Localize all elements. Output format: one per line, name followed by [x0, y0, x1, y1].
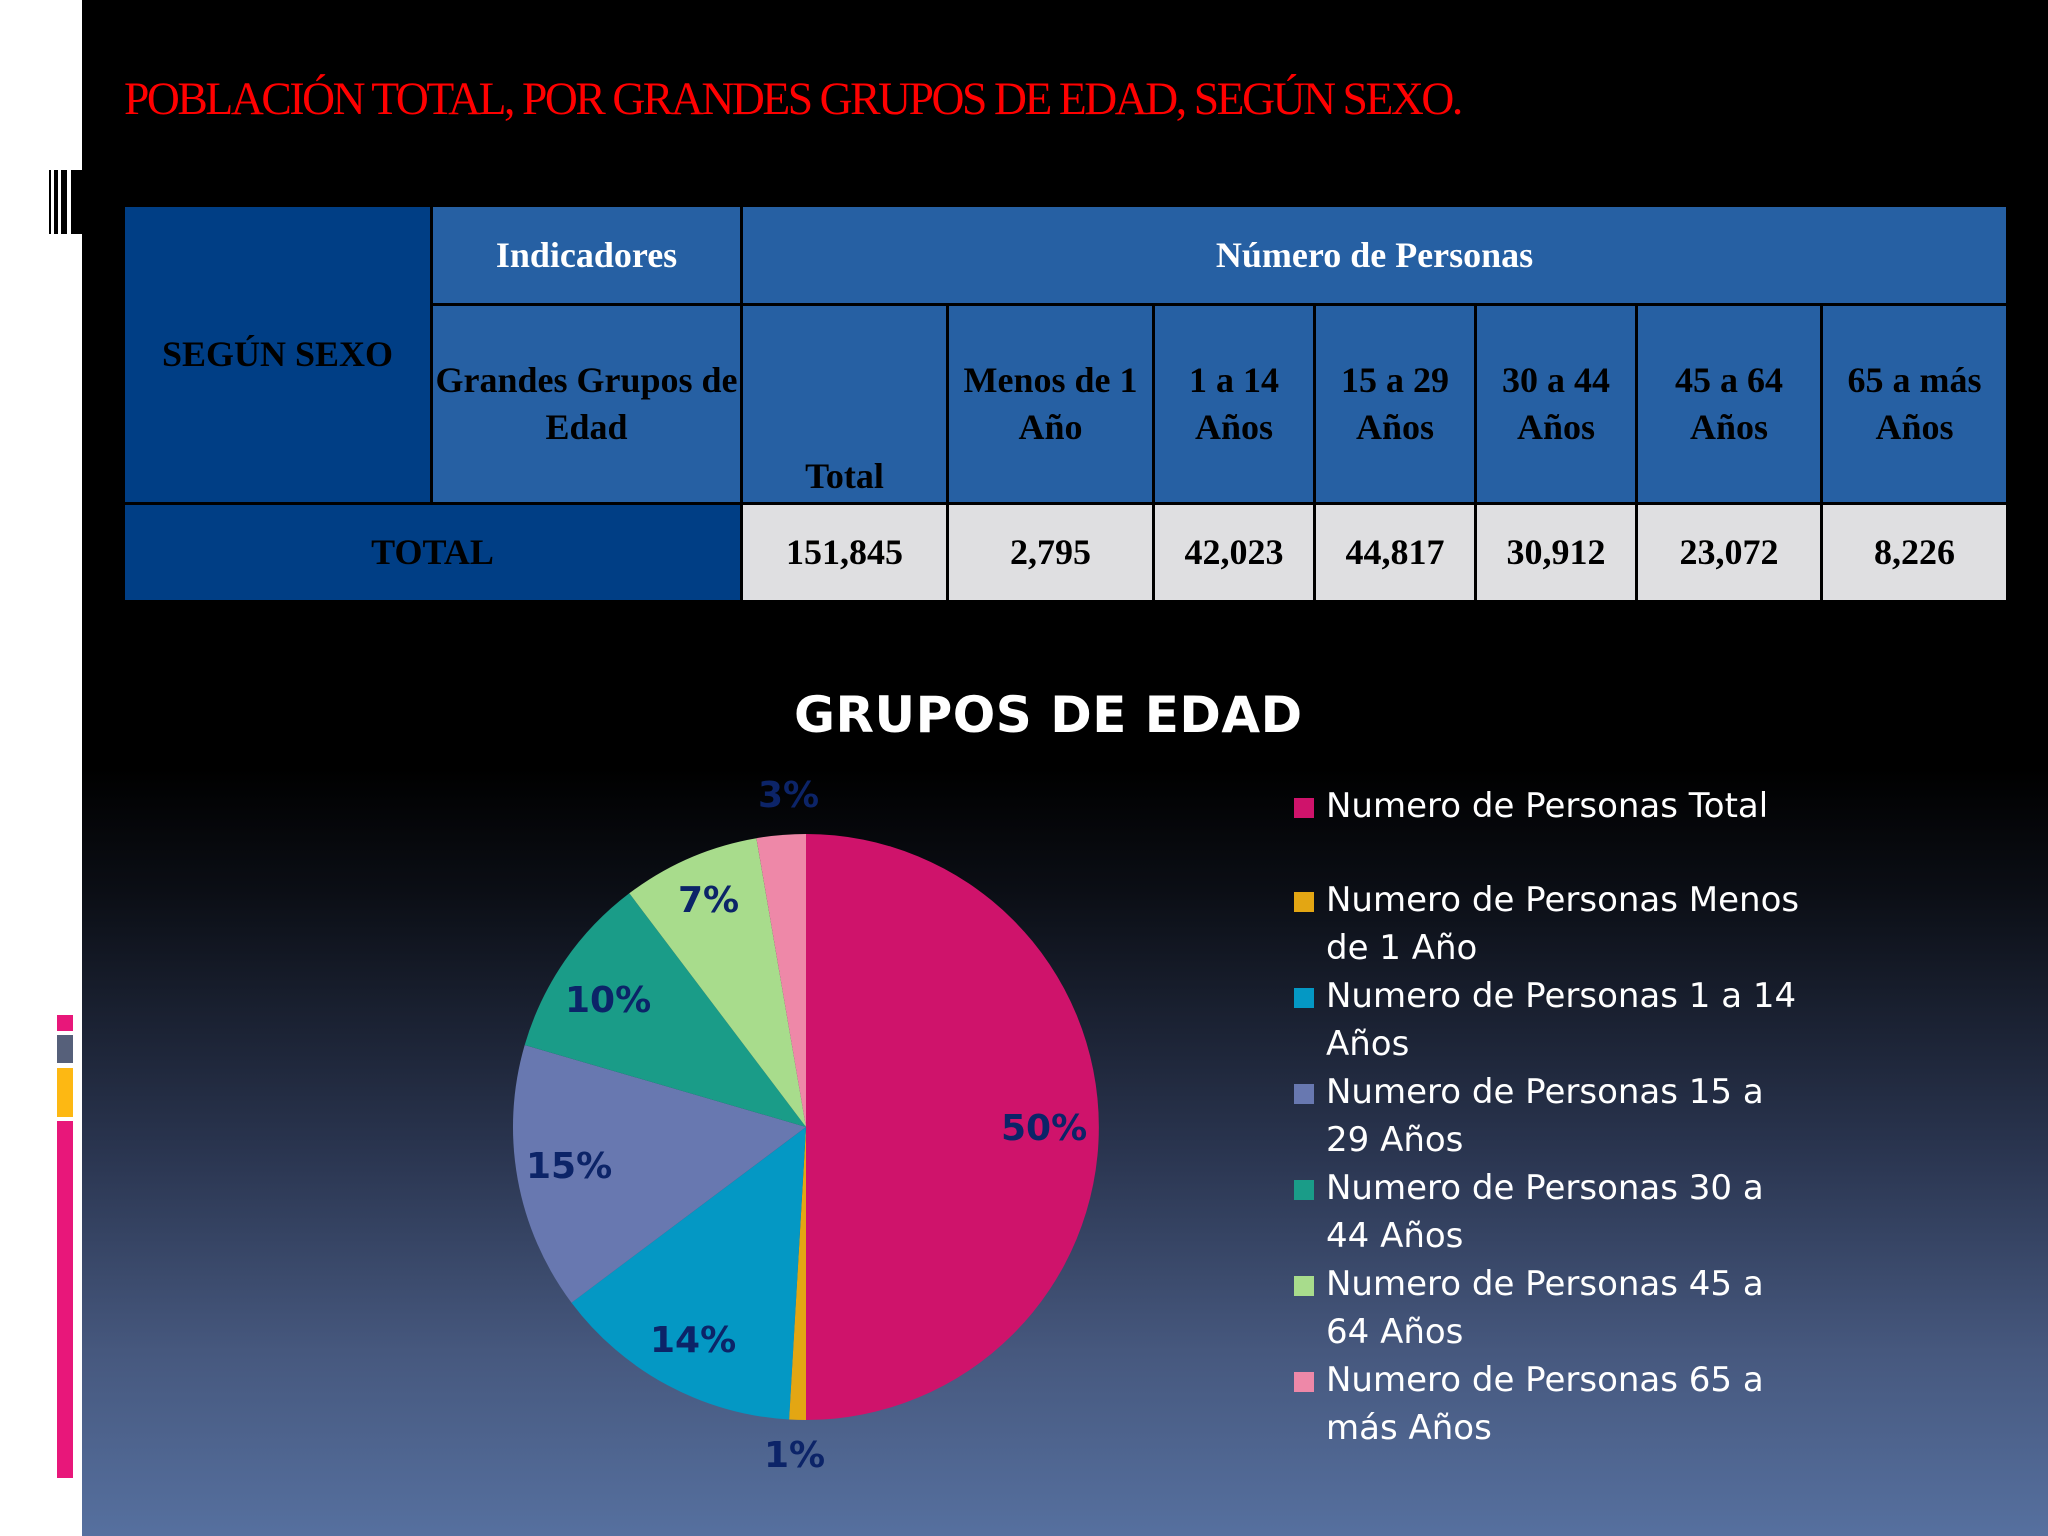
- accent-bar-pink-long: [57, 1121, 73, 1478]
- pie-slice-menos-1: [789, 1127, 806, 1420]
- population-table: SEGÚN SEXO Indicadores Número de Persona…: [122, 204, 2010, 603]
- pie-label-30-44: 10%: [565, 980, 652, 1021]
- pie-label-total: 50%: [1001, 1108, 1088, 1149]
- header-grandes-grupos: Grandes Grupos de Edad: [430, 303, 743, 505]
- pie-slice-30-44: [524, 893, 806, 1127]
- pie-slice-65-mas: [756, 833, 806, 1127]
- accent-bar-gray: [57, 1035, 73, 1063]
- cell-1-14: 42,023: [1152, 502, 1316, 603]
- legend-item-30-44: Numero de Personas 30 a 44 Años: [1292, 1164, 1812, 1260]
- header-segun-sexo: SEGÚN SEXO: [122, 204, 433, 505]
- legend-swatch-icon: [1294, 1084, 1314, 1104]
- legend-item-menos-1: Numero de Personas Menos de 1 Año: [1292, 876, 1812, 972]
- legend-label: Numero de Personas 30 a 44 Años: [1326, 1168, 1764, 1256]
- decorative-bars-icon: [49, 170, 82, 234]
- legend-label: Numero de Personas 65 a más Años: [1326, 1360, 1764, 1448]
- pie-label-15-29: 15%: [526, 1146, 613, 1187]
- pie-slice-45-64: [629, 838, 806, 1127]
- pie-label-65-mas: 3%: [758, 775, 820, 816]
- legend-swatch-icon: [1294, 1372, 1314, 1392]
- pie-slice-1-14: [571, 1127, 806, 1420]
- cell-menos-1: 2,795: [946, 502, 1155, 603]
- header-numero-personas: Número de Personas: [739, 204, 2010, 306]
- chart-legend: Numero de Personas Total Numero de Perso…: [1292, 782, 1812, 1452]
- legend-swatch-icon: [1294, 1276, 1314, 1296]
- header-indicadores: Indicadores: [430, 204, 743, 306]
- col-header-30-44: 30 a 44 Años: [1474, 303, 1638, 505]
- col-header-total: Total: [740, 303, 949, 505]
- legend-item-total: Numero de Personas Total: [1292, 782, 1812, 876]
- col-header-menos-1: Menos de 1 Año: [946, 303, 1155, 505]
- legend-swatch-icon: [1294, 798, 1314, 818]
- col-header-1-14: 1 a 14 Años: [1152, 303, 1316, 505]
- table-row: TOTAL 151,845 2,795 42,023 44,817 30,912…: [122, 502, 2010, 603]
- cell-45-64: 23,072: [1635, 502, 1823, 603]
- col-header-45-64: 45 a 64 Años: [1635, 303, 1823, 505]
- col-header-15-29: 15 a 29 Años: [1313, 303, 1477, 505]
- cell-15-29: 44,817: [1313, 502, 1477, 603]
- legend-item-45-64: Numero de Personas 45 a 64 Años: [1292, 1260, 1812, 1356]
- pie-label-1-14: 14%: [650, 1320, 737, 1361]
- legend-swatch-icon: [1294, 1180, 1314, 1200]
- legend-item-1-14: Numero de Personas 1 a 14 Años: [1292, 972, 1812, 1068]
- pie-slice-15-29: [512, 1045, 806, 1303]
- cell-total: 151,845: [740, 502, 949, 603]
- page-title: POBLACIÓN TOTAL, POR GRANDES GRUPOS DE E…: [124, 73, 1463, 125]
- legend-item-15-29: Numero de Personas 15 a 29 Años: [1292, 1068, 1812, 1164]
- accent-bar-pink-small: [57, 1015, 73, 1031]
- cell-65-mas: 8,226: [1819, 502, 2010, 603]
- legend-label: Numero de Personas Menos de 1 Año: [1326, 880, 1800, 968]
- cell-30-44: 30,912: [1474, 502, 1638, 603]
- pie-label-menos-1: 1%: [764, 1435, 826, 1476]
- row-label-total: TOTAL: [122, 502, 743, 603]
- legend-label: Numero de Personas 1 a 14 Años: [1326, 976, 1797, 1064]
- col-header-65-mas: 65 a más Años: [1819, 303, 2010, 505]
- legend-label: Numero de Personas Total: [1326, 786, 1769, 826]
- pie-slice-total: [806, 834, 1099, 1420]
- legend-swatch-icon: [1294, 988, 1314, 1008]
- chart-title: GRUPOS DE EDAD: [794, 686, 1303, 744]
- pie-label-45-64: 7%: [678, 880, 740, 921]
- legend-label: Numero de Personas 15 a 29 Años: [1326, 1072, 1764, 1160]
- legend-swatch-icon: [1294, 892, 1314, 912]
- legend-label: Numero de Personas 45 a 64 Años: [1326, 1264, 1764, 1352]
- accent-bar-yellow: [57, 1068, 73, 1117]
- legend-item-65-mas: Numero de Personas 65 a más Años: [1292, 1356, 1812, 1452]
